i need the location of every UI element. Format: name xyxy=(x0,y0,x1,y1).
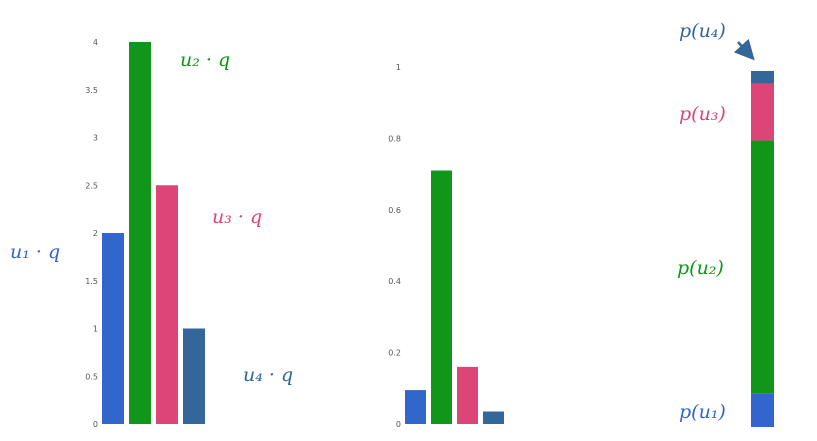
y-tick-label: 2.5 xyxy=(85,181,98,190)
y-tick-label: 0.8 xyxy=(388,134,401,143)
y-tick-label: 2 xyxy=(93,229,98,238)
annotation-u1-dot-q: u₁ · q xyxy=(10,241,60,263)
y-tick-label: 0 xyxy=(93,420,98,429)
y-tick-label: 1.5 xyxy=(85,277,98,286)
y-tick-label: 0.5 xyxy=(85,372,98,381)
y-tick-label: 1 xyxy=(93,325,98,334)
bar-u2 xyxy=(129,42,151,424)
y-tick-label: 0.6 xyxy=(388,206,401,215)
stacked-segment-u4 xyxy=(751,71,774,84)
bar-u2 xyxy=(431,170,452,424)
y-tick-label: 0.4 xyxy=(388,277,401,286)
y-tick-label: 0.2 xyxy=(388,349,401,358)
annotation-p-u4: p(u₄) xyxy=(679,20,726,42)
bar-u1 xyxy=(102,233,124,424)
y-tick-label: 3 xyxy=(93,134,98,143)
annotation-p-u3: p(u₃) xyxy=(679,103,726,125)
bar-u4 xyxy=(483,411,504,424)
annotation-u2-dot-q: u₂ · q xyxy=(180,49,230,71)
annotation-p-u1: p(u₁) xyxy=(679,401,726,423)
annotation-u4-dot-q: u₄ · q xyxy=(243,364,293,386)
bar-u3 xyxy=(457,366,478,424)
arrow-icon xyxy=(733,38,755,61)
y-tick-label: 4 xyxy=(93,38,98,47)
stacked-segment-u3 xyxy=(751,83,774,141)
y-tick-label: 3.5 xyxy=(85,86,98,95)
bar-u1 xyxy=(405,390,426,424)
annotation-p-u2: p(u₂) xyxy=(677,257,724,279)
y-tick-label: 1 xyxy=(396,63,401,72)
bar-u4 xyxy=(183,328,205,424)
y-tick-label: 0 xyxy=(396,420,401,429)
stacked-segment-u2 xyxy=(751,140,774,394)
stacked-segment-u1 xyxy=(751,393,774,427)
dot-product-bar-chart: 0 0.5 1 1.5 2 2.5 3 3.5 4 xyxy=(85,38,205,429)
probability-bar-chart: 0 0.2 0.4 0.6 0.8 1 xyxy=(388,63,504,429)
annotation-u3-dot-q: u₃ · q xyxy=(212,206,262,228)
bar-u3 xyxy=(156,185,178,424)
stacked-probability-bar xyxy=(751,71,774,427)
